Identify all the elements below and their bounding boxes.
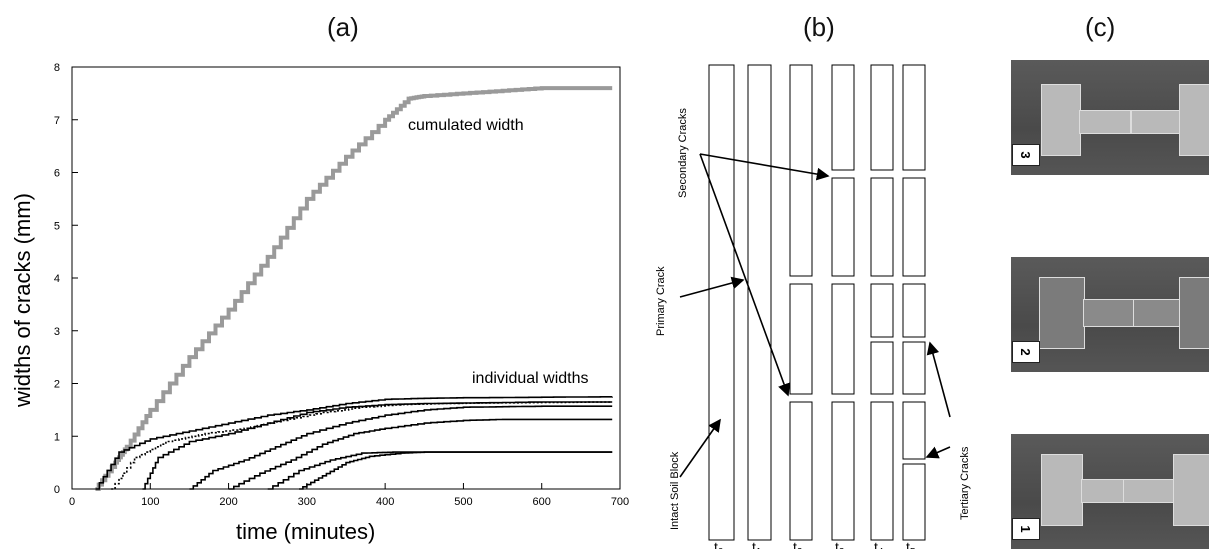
series-individual-width-line	[111, 401, 613, 490]
panel-label-a: (a)	[327, 12, 359, 42]
arrow-intact	[679, 418, 721, 478]
y-axis-label: widths of cracks (mm)	[10, 193, 35, 408]
series-individual-width-line	[267, 451, 613, 490]
y-tick-label: 2	[54, 379, 60, 391]
y-tick-label: 8	[54, 62, 60, 74]
block-t4-d	[870, 341, 894, 395]
label-tertiary-cracks: Tertiary Cracks	[959, 446, 971, 520]
series-individual-width-line	[95, 396, 613, 490]
arrow-tertiary-2	[925, 446, 951, 459]
label-intact-soil-block: Intact Soil Block	[669, 451, 681, 530]
series-individual-width-line	[299, 451, 613, 490]
block-t5-c	[902, 283, 926, 338]
x-axis-label: time (minutes)	[236, 519, 375, 544]
y-tick-label: 5	[54, 220, 60, 232]
time-label-t1: t1	[752, 539, 762, 549]
photo-number-3: 3	[1012, 144, 1040, 166]
x-tick-label: 700	[611, 496, 629, 508]
block-t3-d	[831, 401, 855, 541]
block-t5-a	[902, 64, 926, 171]
x-tick-label: 300	[298, 496, 316, 508]
time-label-t2: t2	[793, 539, 803, 549]
block-t1	[747, 64, 772, 541]
series-cumulated-width-line	[95, 86, 613, 491]
x-tick-label: 600	[533, 496, 551, 508]
block-t5-e	[902, 401, 926, 460]
x-tick-label: 200	[219, 496, 237, 508]
arrow-primary	[679, 276, 745, 298]
annotation-individual: individual widths	[472, 370, 589, 387]
y-tick-label: 4	[54, 273, 60, 285]
plot-frame	[71, 66, 621, 490]
series-individual-width-line	[228, 418, 613, 490]
block-t4-a	[870, 64, 894, 171]
crack-width-chart: 0 1 2 3 4 5 6 7 8 0 100 200 300 400 500 600 700 cumulat…	[10, 62, 629, 544]
block-t5-f	[902, 463, 926, 541]
block-t3-c	[831, 283, 855, 395]
y-tick-label: 0	[54, 484, 60, 496]
panel-label-b: (b)	[803, 12, 835, 42]
block-t0	[708, 64, 735, 541]
crack-evolution-diagram: Secondary Cracks Primary Crack Intact So…	[655, 64, 971, 549]
block-t3-a	[831, 64, 855, 171]
block-t4-c	[870, 283, 894, 338]
arrow-secondary-2	[699, 153, 791, 397]
time-label-t3: t3	[835, 539, 845, 549]
block-t2-bottom	[789, 401, 813, 541]
block-t4-b	[870, 177, 894, 277]
block-t4-e	[870, 401, 894, 541]
y-tick-label: 7	[54, 115, 60, 127]
arrow-secondary-1	[699, 153, 830, 181]
block-t2-mid	[789, 283, 813, 395]
photo-number-2: 2	[1012, 341, 1040, 363]
x-tick-label: 0	[69, 496, 75, 508]
x-tick-label: 100	[141, 496, 159, 508]
y-tick-label: 6	[54, 168, 60, 180]
y-tick-label: 3	[54, 326, 60, 338]
y-tick-label: 1	[54, 431, 60, 443]
panel-label-c: (c)	[1085, 12, 1116, 42]
photo-sample-1: 1	[1011, 434, 1209, 549]
time-label-t5: t5	[906, 539, 916, 549]
annotation-cumulated: cumulated width	[408, 117, 524, 134]
photo-number-1: 1	[1012, 518, 1040, 540]
series-individual-width-line	[142, 401, 613, 490]
label-primary-crack: Primary Crack	[655, 266, 667, 336]
time-label-t0: t0	[714, 539, 724, 549]
photo-sample-3: 3	[1011, 60, 1209, 175]
time-label-t4: t4	[874, 539, 884, 549]
arrow-tertiary-1	[926, 341, 951, 418]
series-individual-width-line	[189, 405, 613, 490]
label-secondary-cracks: Secondary Cracks	[677, 108, 689, 198]
block-t3-b	[831, 177, 855, 277]
photo-sample-2: 2	[1011, 257, 1209, 372]
x-tick-label: 500	[454, 496, 472, 508]
x-tick-label: 400	[376, 496, 394, 508]
sample-photos: 3 2 1	[993, 52, 1209, 549]
block-t5-d	[902, 341, 926, 395]
block-t5-b	[902, 177, 926, 277]
block-t2-top	[789, 64, 813, 277]
